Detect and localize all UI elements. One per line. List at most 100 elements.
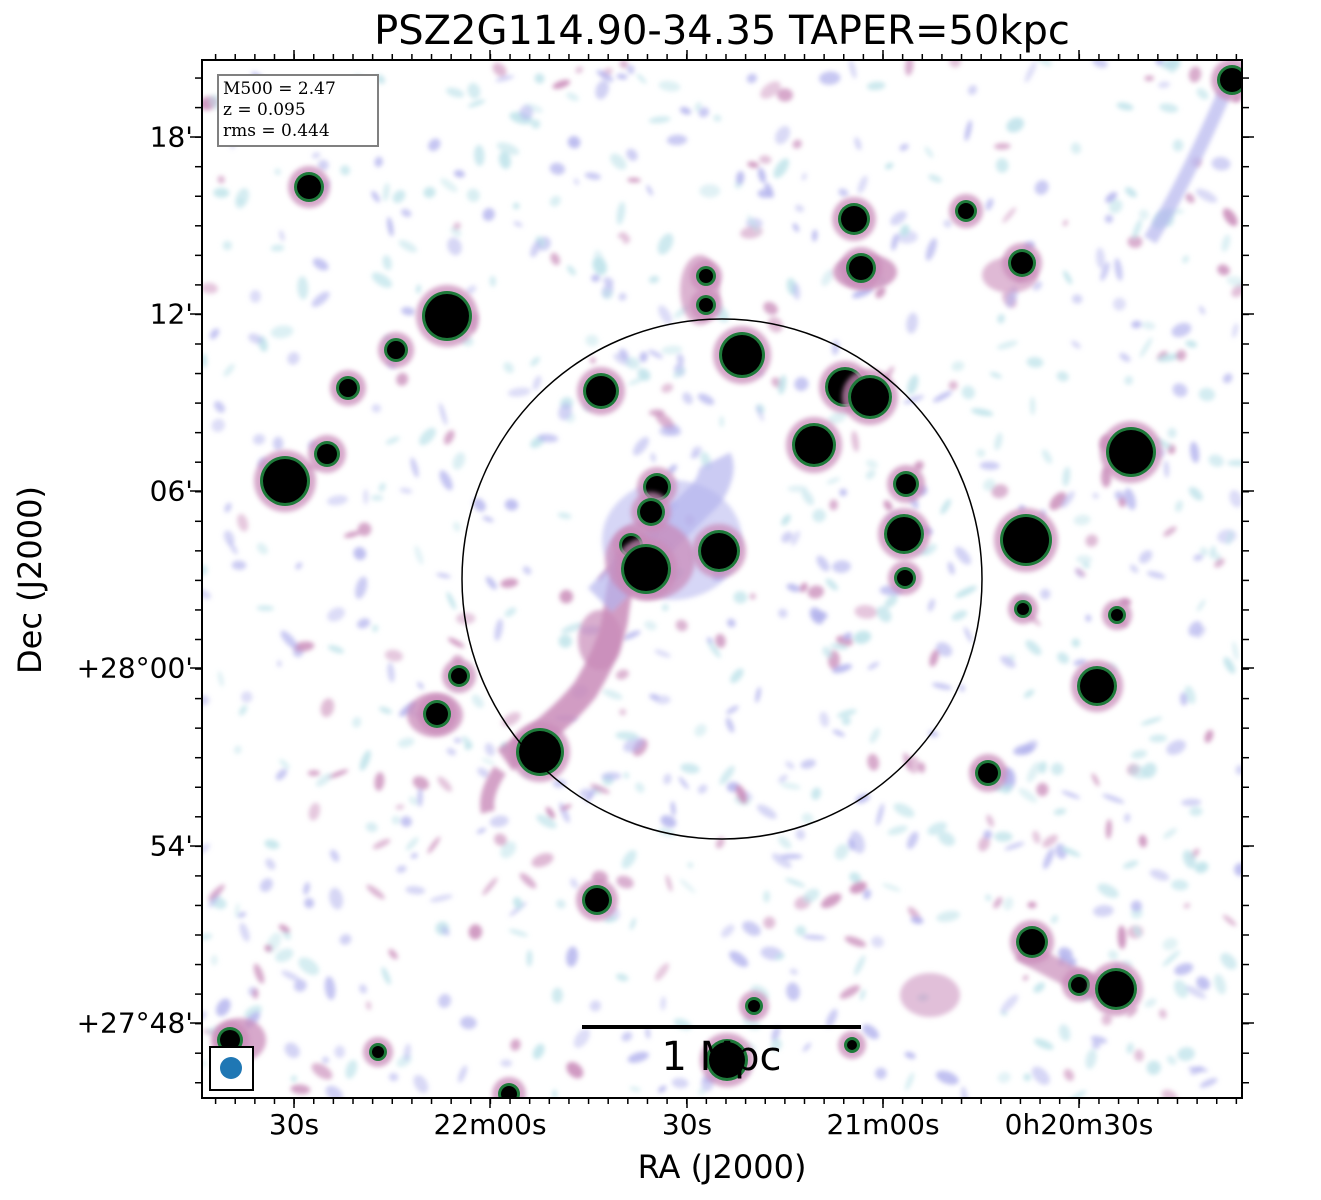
noise-speckle [382, 182, 390, 202]
noise-speckle [976, 448, 986, 458]
noise-speckle [471, 694, 484, 709]
noise-speckle [405, 886, 426, 895]
noise-speckle [327, 645, 345, 654]
noise-speckle [697, 393, 715, 405]
noise-speckle [280, 630, 298, 649]
noise-speckle [816, 555, 830, 572]
noise-speckle [270, 325, 294, 339]
noise-speckle [410, 853, 418, 859]
noise-speckle [626, 148, 638, 161]
noise-speckle [450, 227, 462, 237]
noise-speckle [1040, 588, 1051, 600]
noise-speckle [935, 1070, 959, 1085]
noise-speckle [756, 804, 777, 819]
noise-speckle [655, 412, 675, 430]
noise-speckle [224, 502, 232, 513]
noise-speckle [1149, 869, 1170, 881]
noise-speckle [986, 814, 994, 827]
noise-speckle [1157, 353, 1181, 362]
noise-speckle [311, 1063, 333, 1080]
noise-speckle [900, 224, 910, 237]
noise-speckle [429, 894, 453, 903]
noise-speckle [763, 301, 778, 315]
noise-speckle [481, 758, 495, 765]
noise-speckle [264, 839, 280, 850]
noise-speckle [1033, 982, 1045, 993]
source-core [1017, 603, 1029, 615]
noise-speckle [713, 114, 722, 122]
noise-speckle [679, 106, 692, 115]
noise-speckle [601, 288, 613, 300]
noise-speckle [446, 87, 465, 98]
noise-speckle [786, 982, 800, 1001]
noise-speckle [1217, 264, 1230, 276]
noise-speckle [1227, 459, 1242, 467]
noise-speckle [281, 970, 301, 982]
noise-speckle [1127, 235, 1143, 249]
noise-speckle [698, 107, 710, 118]
noise-speckle [371, 190, 380, 203]
noise-speckle [1171, 322, 1192, 338]
noise-speckle [1114, 258, 1123, 281]
noise-speckle [1175, 500, 1183, 513]
noise-speckle [899, 143, 909, 151]
source-core [586, 376, 616, 406]
source-core [372, 1046, 384, 1058]
noise-speckle [890, 211, 907, 226]
noise-speckle [524, 103, 543, 113]
noise-speckle [453, 170, 465, 178]
noise-speckle [906, 831, 919, 850]
noise-speckle [1138, 834, 1148, 848]
noise-speckle [202, 933, 213, 940]
noise-speckle [1182, 850, 1196, 869]
noise-speckle [841, 716, 851, 726]
noise-speckle [813, 610, 828, 621]
noise-speckle [253, 963, 265, 984]
source-core [709, 1042, 745, 1078]
noise-speckle [1131, 320, 1142, 329]
noise-speckle [812, 508, 826, 523]
noise-speckle [1108, 199, 1123, 214]
source-core [1109, 430, 1153, 474]
noise-speckle [1056, 371, 1069, 382]
source-core [1098, 971, 1134, 1007]
noise-speckle [504, 499, 519, 511]
noise-speckle [274, 168, 281, 176]
noise-speckle [345, 1059, 358, 1079]
noise-speckle [1082, 562, 1090, 569]
noise-speckle [663, 773, 672, 785]
noise-speckle [906, 312, 918, 334]
noise-speckle [256, 542, 268, 555]
noise-speckle [615, 669, 629, 680]
noise-speckle [1023, 689, 1035, 698]
noise-speckle [1022, 975, 1029, 981]
noise-speckle [825, 1008, 838, 1028]
noise-speckle [363, 489, 369, 505]
noise-speckle [636, 73, 647, 84]
noise-speckle [1158, 1008, 1167, 1019]
noise-speckle [851, 430, 859, 452]
noise-speckle [1172, 139, 1184, 152]
noise-speckle [1134, 1049, 1144, 1062]
noise-speckle [883, 500, 893, 511]
noise-speckle [803, 888, 820, 903]
noise-speckle [1142, 762, 1157, 779]
noise-speckle [293, 641, 315, 652]
noise-speckle [295, 562, 303, 570]
noise-speckle [1036, 782, 1049, 797]
noise-speckle [372, 838, 391, 850]
noise-speckle [993, 896, 1003, 909]
noise-speckle [1071, 294, 1083, 304]
noise-speckle [958, 684, 966, 692]
noise-speckle [385, 436, 400, 445]
noise-speckle [372, 624, 379, 633]
noise-speckle [1024, 61, 1037, 83]
noise-speckle [209, 328, 220, 340]
noise-speckle [893, 803, 915, 818]
noise-speckle [775, 125, 791, 145]
noise-speckle [1195, 188, 1218, 203]
noise-speckle [239, 922, 250, 942]
noise-speckle [928, 174, 942, 183]
noise-speckle [979, 461, 1000, 470]
